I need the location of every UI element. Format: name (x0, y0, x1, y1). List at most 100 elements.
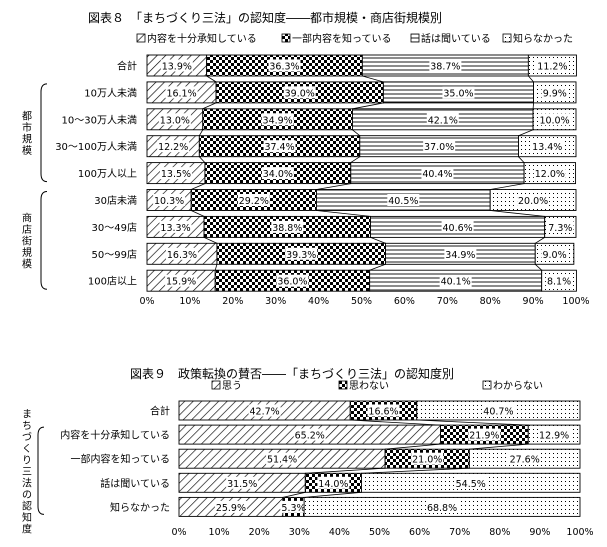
connector-line (490, 211, 544, 217)
group-label-char: 知 (22, 511, 32, 524)
category-label: 知らなかった (110, 501, 170, 514)
connector-line (316, 211, 370, 217)
x-tick-label: 80% (489, 527, 510, 538)
category-label: 30～100万人未満 (55, 141, 137, 153)
category-label: 10～30万人未満 (62, 114, 137, 126)
group-label-char: 模 (22, 145, 32, 157)
legend-swatch (483, 381, 491, 389)
group-bracket (41, 192, 47, 290)
legend-label: 知らなかった (513, 32, 573, 45)
chart2-title: 図表９ 政策転換の賛否――「まちづくり三法」の認知度別 (130, 366, 454, 381)
connector-line (283, 492, 305, 497)
group-bracket (38, 427, 44, 514)
category-label: 30～49店 (92, 221, 137, 234)
x-tick-label: 10% (179, 296, 200, 307)
connector-line (352, 130, 359, 136)
chart1-bars: 13.9%36.3%38.7%11.2%16.1%39.0%35.0%9.9%1… (147, 55, 576, 291)
group-bracket (41, 84, 47, 182)
category-label: 50～99店 (92, 248, 137, 261)
category-label: 10万人未満 (84, 87, 137, 99)
data-label: 16.3% (167, 250, 197, 261)
chart1-legend: 内容を十分承知している一部内容を知っている話は聞いている知らなかった (137, 32, 573, 45)
connector-line (519, 157, 525, 163)
legend-swatch (411, 34, 419, 42)
data-label: 51.4% (267, 455, 297, 466)
x-tick-label: 90% (529, 527, 550, 538)
connector-line (304, 492, 361, 497)
legend-label: 思う (222, 380, 242, 392)
data-label: 34.9% (263, 115, 293, 126)
x-tick-label: 100% (562, 296, 589, 307)
x-tick-label: 0% (171, 527, 186, 538)
data-label: 68.8% (427, 503, 457, 514)
data-label: 54.5% (456, 479, 486, 490)
legend-swatch (137, 34, 145, 42)
data-label: 40.7% (483, 407, 513, 418)
data-label: 16.1% (166, 88, 196, 99)
x-tick-label: 50% (351, 296, 372, 307)
x-tick-label: 40% (308, 296, 329, 307)
data-label: 13.3% (160, 223, 190, 234)
data-label: 29.2% (239, 196, 269, 207)
data-label: 12.2% (158, 142, 188, 153)
group-label-char: 都 (22, 111, 32, 123)
data-label: 10.0% (539, 115, 569, 126)
data-label: 12.9% (539, 431, 569, 442)
group-label-char: く (22, 444, 32, 455)
data-label: 39.3% (286, 250, 316, 261)
category-label: 話は聞いている (100, 477, 170, 490)
data-label: 13.0% (160, 115, 190, 126)
data-label: 40.6% (443, 223, 473, 234)
connector-line (215, 264, 217, 270)
x-tick-label: 40% (329, 527, 350, 538)
data-label: 34.0% (263, 169, 293, 180)
data-label: 38.7% (430, 62, 460, 73)
data-label: 12.0% (535, 169, 565, 180)
data-label: 37.4% (264, 142, 294, 153)
connector-line (207, 76, 216, 82)
chart1-title: 図表８ 「まちづくり三法」の認知度――都市規模・商店街規模別 (88, 10, 442, 25)
legend-swatch (212, 381, 220, 389)
data-label: 36.0% (277, 277, 307, 288)
data-label: 20.0% (518, 196, 548, 207)
group-label-char: 認 (22, 499, 32, 512)
connector-line (204, 237, 217, 243)
data-label: 21.9% (469, 431, 499, 442)
x-tick-label: 70% (437, 296, 458, 307)
group-label-char: 法 (22, 476, 32, 489)
data-label: 42.1% (428, 115, 458, 126)
data-label: 35.0% (443, 88, 473, 99)
connector-line (528, 76, 533, 82)
legend-label: 内容を十分承知している (147, 32, 257, 45)
group-label-char: ち (22, 420, 32, 432)
legend-swatch (282, 34, 290, 42)
group-label-char: 街 (22, 234, 32, 247)
chart2-legend: 思う思わないわからない (212, 380, 543, 392)
connector-line (490, 184, 524, 190)
data-label: 13.4% (532, 142, 562, 153)
data-label: 5.3% (281, 503, 305, 514)
x-tick-label: 80% (480, 296, 501, 307)
x-tick-label: 70% (449, 527, 470, 538)
connector-line (351, 157, 360, 163)
legend-label: 話は聞いている (421, 32, 491, 45)
category-label: 100万人以上 (78, 168, 137, 180)
data-label: 31.5% (227, 479, 257, 490)
connector-line (191, 211, 204, 217)
connector-line (385, 444, 440, 449)
chart1-category-labels: 合計10万人未満10～30万人未満30～100万人未満100万人以上30店未満3… (55, 60, 137, 288)
x-tick-label: 60% (394, 296, 415, 307)
x-tick-label: 60% (409, 527, 430, 538)
group-label-char: 模 (22, 258, 32, 270)
data-label: 34.9% (445, 250, 475, 261)
connector-line (519, 130, 534, 136)
legend-swatch (339, 381, 347, 389)
data-label: 38.8% (272, 223, 302, 234)
group-label-char: 規 (22, 247, 32, 259)
data-label: 40.4% (422, 169, 452, 180)
connector-line (535, 237, 544, 243)
x-tick-label: 20% (249, 527, 270, 538)
group-label-char: の (22, 490, 32, 501)
group-label-char: づ (22, 431, 32, 443)
